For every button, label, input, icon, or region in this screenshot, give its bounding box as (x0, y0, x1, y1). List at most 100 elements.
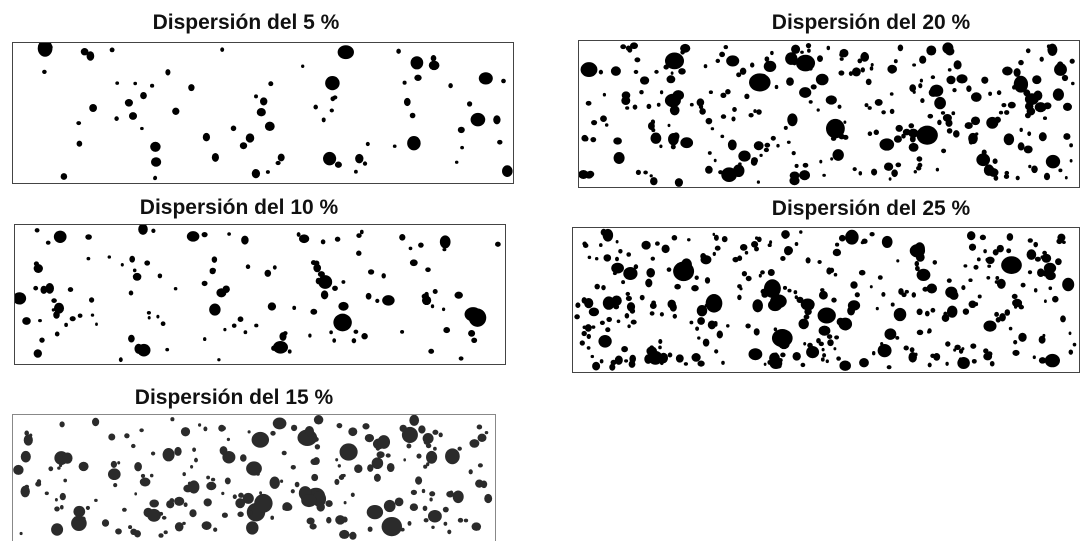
particle-dot (416, 453, 422, 459)
particle-dot (80, 516, 86, 522)
particle-dot (666, 75, 676, 84)
particle-dot (89, 103, 97, 113)
particle-dot (750, 62, 755, 68)
particle-dot (1027, 131, 1032, 137)
particle-dot (1001, 103, 1007, 108)
particle-dot (245, 133, 255, 143)
particle-dot (118, 357, 123, 363)
particle-dot (340, 474, 345, 479)
particle-dot (854, 292, 860, 298)
particle-dot (888, 177, 892, 181)
particle-dot (182, 472, 186, 477)
dispersion-panel-10 (14, 224, 506, 365)
particle-dot (912, 63, 917, 67)
particle-dot (983, 249, 987, 254)
particle-dot (720, 114, 727, 119)
particle-dot (819, 159, 823, 164)
particle-dot (383, 499, 396, 513)
particle-dot (1006, 248, 1012, 254)
particle-dot (945, 361, 949, 366)
particle-dot (1031, 165, 1038, 174)
particle-dot (421, 295, 432, 306)
particle-dot (147, 315, 151, 320)
particle-dot (283, 331, 288, 336)
particle-dot (174, 496, 185, 506)
particle-dot (468, 469, 473, 475)
particle-dot (628, 360, 636, 368)
particle-dot (644, 354, 653, 364)
particle-dot (149, 499, 159, 508)
particle-dot (603, 254, 612, 262)
particle-dot (639, 90, 644, 95)
particle-dot (484, 493, 493, 504)
particle-dot (953, 60, 962, 70)
particle-dot (495, 241, 501, 247)
particle-dot (940, 111, 946, 115)
particle-dot (128, 290, 134, 296)
particle-dot (20, 485, 30, 498)
particle-dot (409, 112, 416, 119)
particle-dot (852, 167, 857, 172)
particle-dot (243, 330, 248, 335)
particle-dot (869, 285, 873, 289)
particle-dot (275, 160, 281, 166)
particle-dot (587, 255, 592, 260)
particle-dot (934, 96, 946, 110)
particle-dot (826, 45, 831, 51)
particle-dot (838, 234, 846, 242)
particle-dot (160, 321, 166, 327)
particle-dot (107, 255, 112, 259)
particle-dot (630, 319, 637, 325)
particle-dot (362, 423, 370, 430)
particle-dot (836, 317, 845, 326)
particle-dot (881, 235, 893, 248)
particle-dot (1059, 234, 1064, 239)
particle-dot (477, 463, 483, 468)
particle-dot (714, 349, 719, 354)
particle-dot (908, 352, 917, 363)
particle-dot (769, 240, 773, 245)
particle-dot (76, 121, 82, 126)
particle-dot (272, 340, 289, 354)
particle-dot (861, 51, 868, 58)
particle-dot (332, 338, 337, 343)
particle-dot (741, 271, 748, 277)
particle-dot (893, 307, 907, 322)
particle-dot (820, 357, 825, 362)
particle-dot (954, 344, 961, 351)
particle-dot (254, 323, 259, 328)
particle-dot (54, 506, 60, 512)
particle-dot (414, 74, 422, 81)
particle-dot (285, 503, 293, 511)
particle-dot (975, 132, 979, 136)
particle-dot (63, 478, 68, 483)
particle-dot (916, 156, 923, 162)
particle-dot (301, 494, 317, 508)
particle-dot (1017, 142, 1025, 151)
particle-dot (763, 362, 767, 366)
particle-dot (201, 232, 208, 238)
particle-dot (946, 75, 956, 85)
particle-dot (223, 327, 227, 332)
particle-dot (320, 239, 326, 245)
particle-dot (786, 140, 791, 144)
particle-dot (990, 167, 995, 173)
particle-dot (710, 127, 715, 131)
panel-title-10: Dispersión del 10 % (139, 196, 339, 219)
particle-dot (754, 246, 759, 252)
particle-dot (914, 242, 925, 256)
particle-dot (594, 283, 600, 290)
particle-dot (799, 230, 803, 234)
particle-dot (51, 523, 64, 536)
particle-dot (611, 295, 622, 306)
particle-dot (879, 138, 895, 151)
particle-dot (137, 343, 151, 357)
particle-dot (1032, 355, 1036, 360)
particle-dot (655, 241, 660, 246)
particle-dot (966, 85, 972, 92)
particle-dot (646, 103, 652, 110)
particle-dot (970, 343, 977, 349)
particle-dot (946, 128, 953, 134)
particle-dot (343, 501, 347, 505)
particle-dot (386, 462, 395, 473)
